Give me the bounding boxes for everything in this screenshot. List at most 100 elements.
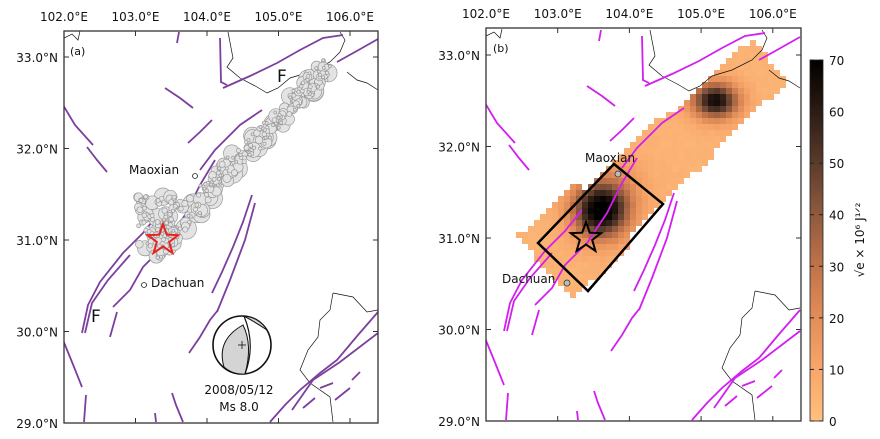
heatmap-cell — [702, 148, 708, 154]
heatmap-cell — [720, 94, 726, 100]
heatmap-cell — [744, 58, 750, 64]
heatmap-cell — [594, 184, 600, 190]
heatmap-cell — [666, 142, 672, 148]
heatmap-cell — [564, 202, 570, 208]
province-border — [346, 71, 378, 91]
aftershock-circle — [202, 186, 207, 191]
fault-line — [199, 109, 263, 171]
heatmap-cell — [600, 220, 606, 226]
x-tick-label: 102.0°E — [462, 7, 510, 21]
heatmap-cell — [552, 208, 558, 214]
heatmap-cell — [672, 172, 678, 178]
heatmap-cell — [654, 118, 660, 124]
heatmap-cell — [708, 142, 714, 148]
aftershock-circle — [149, 213, 155, 218]
aftershock-circle — [220, 183, 225, 188]
heatmap-cell — [534, 226, 540, 232]
heatmap-cell — [600, 244, 606, 250]
fault-line — [756, 385, 773, 399]
aftershock-circle — [251, 145, 257, 150]
heatmap-cell — [606, 190, 612, 196]
fault-line — [216, 202, 256, 313]
heatmap-cell — [738, 46, 744, 52]
heatmap-cell — [672, 154, 678, 160]
heatmap-cell — [750, 88, 756, 94]
fault-line — [773, 369, 783, 379]
panel-label-a: (a) — [70, 45, 85, 58]
heatmap-cell — [672, 160, 678, 166]
heatmap-cell — [708, 124, 714, 130]
heatmap-cell — [612, 160, 618, 166]
heatmap-cell — [714, 94, 720, 100]
heatmap-cell — [774, 70, 780, 76]
heatmap-cell — [756, 70, 762, 76]
heatmap-cell — [654, 202, 660, 208]
fault-label-south: F — [91, 307, 101, 327]
heatmap-cell — [570, 220, 576, 226]
heatmap-cell — [540, 226, 546, 232]
heatmap-cell — [564, 262, 570, 268]
heatmap-cell — [762, 88, 768, 94]
heatmap-cell — [660, 178, 666, 184]
heatmap-cell — [690, 136, 696, 142]
heatmap-cell — [558, 238, 564, 244]
heatmap-cell — [624, 184, 630, 190]
heatmap-cell — [648, 142, 654, 148]
aftershock-circle — [291, 93, 297, 98]
heatmap-cell — [636, 136, 642, 142]
colorbar-tick-label: 50 — [829, 157, 844, 171]
heatmap-cell — [564, 286, 570, 292]
province-border — [486, 28, 503, 39]
aftershock-circle — [250, 132, 255, 137]
heatmap-cell — [558, 208, 564, 214]
heatmap-cell — [738, 88, 744, 94]
heatmap-cell — [612, 166, 618, 172]
heatmap-cell — [642, 196, 648, 202]
fault-line — [302, 397, 316, 409]
aftershock-circle — [262, 123, 267, 128]
heatmap-cell — [690, 124, 696, 130]
aftershock-circle — [168, 222, 173, 227]
province-border — [721, 290, 756, 421]
heatmap-cell — [576, 226, 582, 232]
aftershock-circle — [145, 241, 150, 246]
heatmap-cell — [642, 166, 648, 172]
heatmap-cell — [546, 220, 552, 226]
heatmap-cell — [588, 196, 594, 202]
aftershock-circle — [143, 194, 149, 200]
heatmap-cell — [558, 250, 564, 256]
heatmap-cell — [666, 130, 672, 136]
heatmap-cell — [708, 88, 714, 94]
heatmap-cell — [738, 94, 744, 100]
aftershock-circle — [242, 155, 247, 161]
aftershock-circle — [315, 84, 320, 89]
heatmap-cell — [756, 58, 762, 64]
heatmap-cell — [600, 190, 606, 196]
heatmap-cell — [672, 136, 678, 142]
heatmap-cell — [564, 232, 570, 238]
aftershock-circle — [211, 176, 217, 182]
heatmap-cell — [738, 106, 744, 112]
heatmap-cell — [654, 142, 660, 148]
aftershock-circle — [247, 152, 252, 157]
fault-line — [319, 382, 334, 389]
heatmap-cell — [708, 94, 714, 100]
heatmap-cell — [738, 82, 744, 88]
heatmap-cell — [672, 178, 678, 184]
heatmap-cell — [708, 112, 714, 118]
aftershock-circle — [286, 111, 293, 118]
province-borders-b — [486, 28, 801, 421]
y-tick-label: 33.0°N — [438, 49, 480, 63]
heatmap-cell — [726, 106, 732, 112]
heatmap-cell — [570, 208, 576, 214]
heatmap-cell — [726, 76, 732, 82]
heatmap-cell — [528, 226, 534, 232]
heatmap-cell — [564, 274, 570, 280]
heatmap-cell — [660, 124, 666, 130]
heatmap-cell — [564, 214, 570, 220]
aftershock-circle — [262, 128, 267, 133]
heatmap-cell — [630, 142, 636, 148]
heatmap-cell — [726, 82, 732, 88]
heatmap-cell — [666, 172, 672, 178]
heatmap-cell — [576, 208, 582, 214]
